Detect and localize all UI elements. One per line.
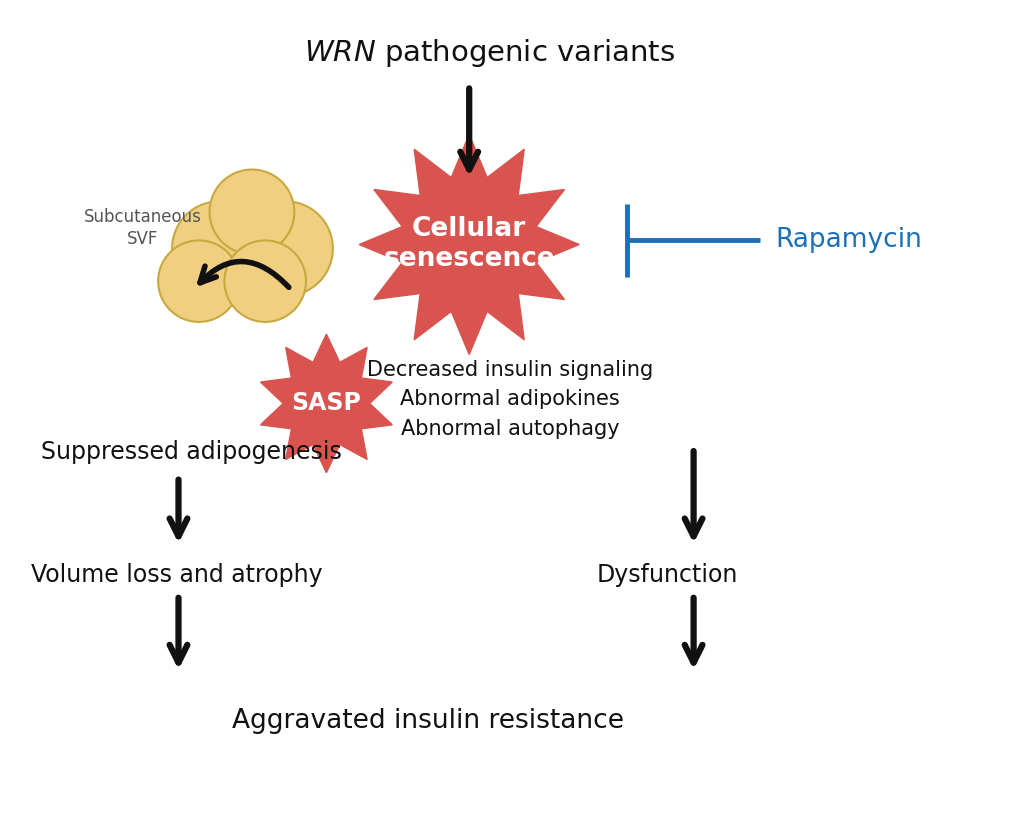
Ellipse shape: [172, 201, 266, 296]
Ellipse shape: [224, 240, 306, 322]
Polygon shape: [260, 334, 392, 473]
Ellipse shape: [158, 240, 239, 322]
Text: Aggravated insulin resistance: Aggravated insulin resistance: [232, 708, 624, 734]
Text: Cellular
senescence: Cellular senescence: [383, 217, 554, 272]
Text: $\it{WRN}$ pathogenic variants: $\it{WRN}$ pathogenic variants: [304, 37, 675, 69]
Text: Volume loss and atrophy: Volume loss and atrophy: [31, 562, 322, 587]
Text: Dysfunction: Dysfunction: [596, 562, 738, 587]
Polygon shape: [359, 134, 579, 355]
Ellipse shape: [209, 170, 294, 254]
Text: Subcutaneous
SVF: Subcutaneous SVF: [84, 208, 202, 249]
Text: Suppressed adipogenesis: Suppressed adipogenesis: [41, 440, 341, 465]
Ellipse shape: [238, 201, 332, 296]
Text: Rapamycin: Rapamycin: [774, 227, 921, 253]
Text: SASP: SASP: [291, 391, 361, 416]
Text: Decreased insulin signaling
Abnormal adipokines
Abnormal autophagy: Decreased insulin signaling Abnormal adi…: [367, 359, 652, 439]
